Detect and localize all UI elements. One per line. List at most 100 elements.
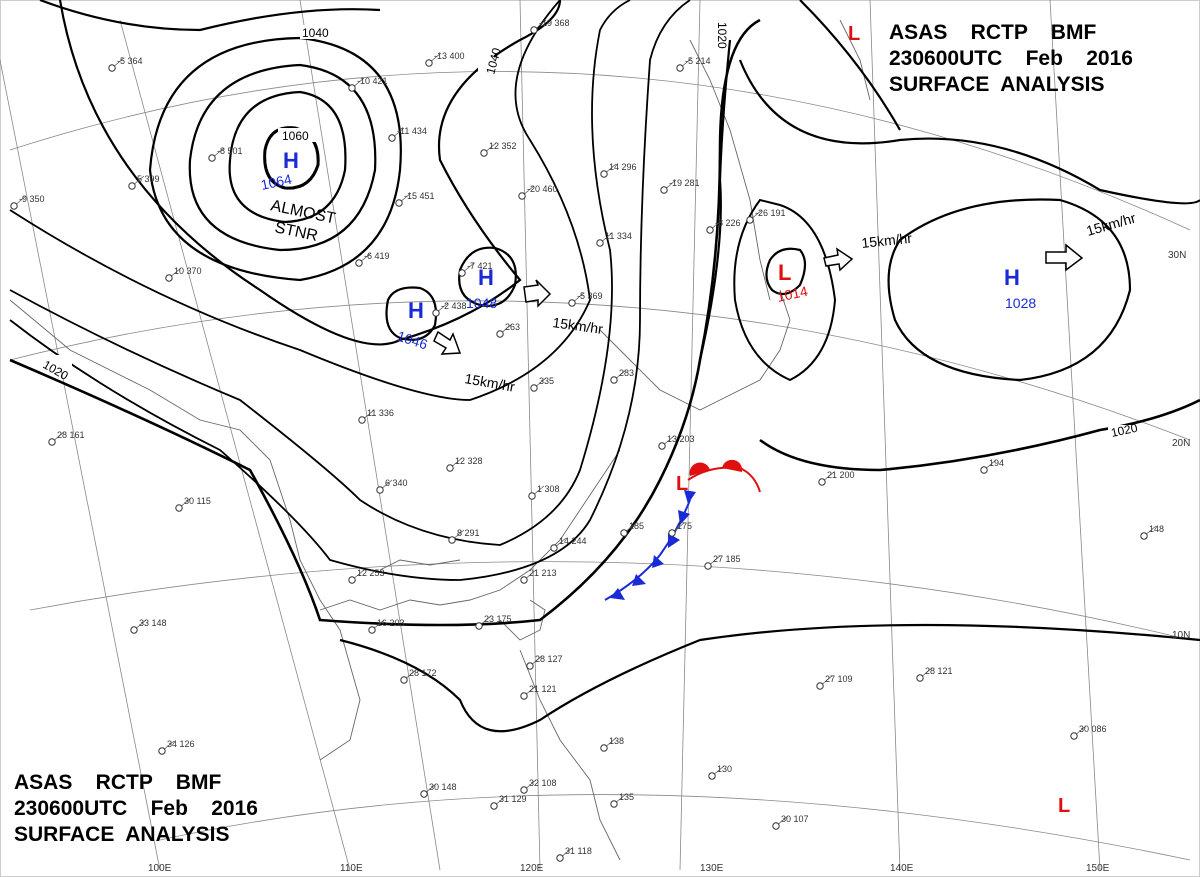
header-line-time: 230600UTC Feb 2016 [14, 797, 258, 820]
station-value: -19 368 [539, 18, 570, 28]
station-marker [528, 492, 536, 500]
low-center-value: 1014 [775, 283, 809, 305]
lat-label-20n: 20N [1172, 438, 1190, 449]
station-marker [10, 202, 18, 210]
station-plot: -10 421 [348, 76, 388, 92]
station-plot: -5 369 [568, 291, 603, 307]
station-plot: 14 296 [600, 162, 637, 178]
station-value: 8 291 [457, 528, 480, 538]
station-plot: 11 334 [596, 231, 632, 247]
station-plot: 30 148 [420, 782, 457, 798]
station-value: 12 328 [455, 456, 483, 466]
station-value: 33 148 [139, 618, 167, 628]
station-value: 10 370 [174, 266, 202, 276]
station-marker [610, 376, 618, 384]
station-value: 28 172 [409, 668, 437, 678]
station-value: 12 253 [357, 568, 385, 578]
station-value: 13 203 [667, 434, 695, 444]
station-plot: 16 203 [368, 618, 405, 634]
station-value: 148 [1149, 524, 1164, 534]
station-marker [490, 802, 498, 810]
isobar-1060-label: 1060 [282, 129, 309, 143]
station-plot: -19 368 [530, 18, 570, 34]
station-value: -20 460 [527, 184, 558, 194]
station-value: 5 399 [137, 174, 160, 184]
isobar-labels: 1040 1040 1020 1020 1020 1060 [38, 18, 1144, 440]
station-value: 1 308 [537, 484, 560, 494]
station-value: 30 115 [184, 496, 211, 506]
cold-front [604, 490, 696, 601]
station-plot: 31 129 [490, 794, 527, 810]
coastlines [9, 19, 871, 861]
station-marker [600, 170, 608, 178]
high-center-symbol: H [283, 148, 299, 173]
lon-label-100e: 100E [148, 863, 172, 874]
station-plot: 14 244 [550, 536, 587, 552]
station-marker [518, 192, 526, 200]
station-marker [358, 416, 366, 424]
station-plot: -8 501 [208, 146, 243, 162]
station-marker [526, 662, 534, 670]
station-marker [48, 438, 56, 446]
station-plot: 21 213 [520, 568, 557, 584]
station-value: 130 [717, 764, 732, 774]
header-line-station: ASAS RCTP BMF [889, 21, 1097, 44]
lon-label-110e: 110E [340, 863, 363, 874]
station-plot: 148 [1140, 524, 1164, 540]
station-marker [816, 682, 824, 690]
station-plot: 31 118 [556, 846, 592, 862]
station-marker [432, 309, 440, 317]
station-plot: 11 336 [358, 408, 394, 424]
header-top: ASAS RCTP BMF 230600UTC Feb 2016 SURFACE… [889, 20, 1133, 98]
station-plot: 283 [610, 368, 634, 384]
station-plot: -11 434 [388, 126, 427, 142]
station-plot: 194 [980, 458, 1004, 474]
station-plot: 1 308 [528, 484, 560, 500]
station-plot: -20 460 [518, 184, 558, 200]
station-marker [660, 186, 668, 194]
station-plot: 135 [610, 792, 634, 808]
station-value: 23 175 [484, 614, 512, 624]
station-value: -5 214 [685, 56, 711, 66]
station-marker [746, 216, 754, 224]
station-marker [610, 800, 618, 808]
station-marker [425, 59, 433, 67]
lat-label-30n: 30N [1168, 250, 1186, 261]
station-marker [620, 529, 628, 537]
header-line-title: SURFACE ANALYSIS [889, 73, 1105, 96]
station-plot: -8 226 [706, 218, 741, 234]
station-marker [158, 747, 166, 755]
station-marker [706, 226, 714, 234]
station-value: 14 296 [609, 162, 637, 172]
station-plot: 30 086 [1070, 724, 1107, 740]
lon-label-130e: 130E [700, 863, 724, 874]
station-value: -26 191 [755, 208, 786, 218]
station-plot: 10 370 [165, 266, 202, 282]
station-value: 30 086 [1079, 724, 1107, 734]
station-value: 11 334 [605, 231, 632, 241]
station-marker [818, 478, 826, 486]
header-line-station: ASAS RCTP BMF [14, 771, 222, 794]
station-marker [458, 269, 466, 277]
station-marker [348, 84, 356, 92]
station-marker [128, 182, 136, 190]
station-marker [420, 790, 428, 798]
station-marker [446, 464, 454, 472]
header-line-title: SURFACE ANALYSIS [14, 823, 230, 846]
movement-label: 15km/hr [552, 314, 605, 337]
station-plots: -19 368 -13 400 -10 421 -11 434 12 352 -20 46… [10, 18, 1164, 862]
station-value: 28 127 [535, 654, 563, 664]
station-marker [348, 576, 356, 584]
station-marker [658, 442, 666, 450]
station-marker [368, 626, 376, 634]
station-plot: 33 148 [130, 618, 167, 634]
station-marker [208, 154, 216, 162]
station-plot: 12 253 [348, 568, 385, 584]
station-plot: 12 328 [446, 456, 483, 472]
station-plot: 23 175 [475, 614, 512, 630]
low-symbol-northeast: L [848, 23, 860, 45]
station-value: 11 336 [367, 408, 394, 418]
movement-label-3: 15km/hr [861, 230, 913, 251]
station-value: 6 340 [385, 478, 408, 488]
isobar-1040-label-2: 1040 [483, 46, 504, 76]
